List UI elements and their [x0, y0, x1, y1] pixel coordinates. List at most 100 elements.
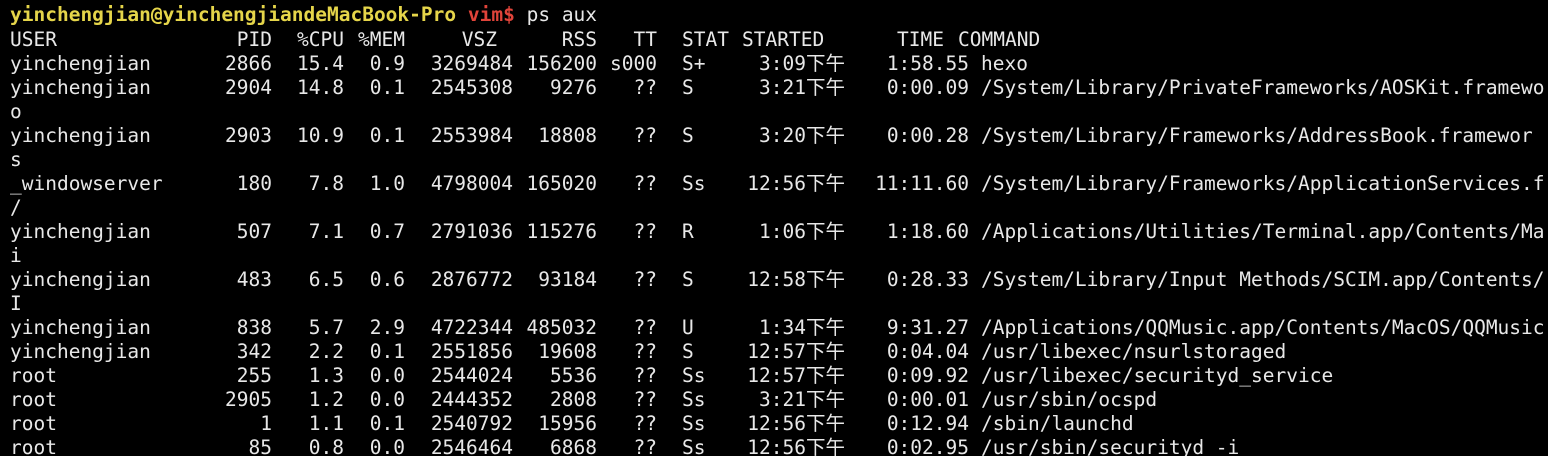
cell-rss: 156200 — [526, 52, 597, 75]
cell-tt: ?? — [633, 316, 657, 339]
cell-rss: 5536 — [550, 364, 597, 387]
cell-stat: Ss — [682, 388, 706, 411]
cell-mem: 0.6 — [369, 268, 405, 291]
cell-stat: Ss — [682, 412, 706, 435]
cell-user: yinchengjian — [10, 52, 151, 75]
cell-pid: 342 — [236, 340, 272, 363]
header-stat: STAT — [682, 28, 729, 51]
cell-pid: 2866 — [225, 52, 272, 75]
cell-time: 0:02.95 — [886, 436, 969, 456]
cell-tt: ?? — [633, 388, 657, 411]
prompt-user-host: yinchengjian@yinchengjiandeMacBook-Pro — [10, 3, 457, 26]
cell-cpu: 1.2 — [308, 388, 344, 411]
cell-stat: S+ — [682, 52, 706, 75]
cell-tt: ?? — [633, 436, 657, 456]
header-rss: RSS — [561, 28, 597, 51]
cell-user: yinchengjian — [10, 124, 151, 147]
cell-command: /usr/libexec/nsurlstoraged — [981, 340, 1287, 363]
cell-cpu: 15.4 — [297, 52, 344, 75]
cell-command: /Applications/QQMusic.app/Contents/MacOS… — [981, 316, 1545, 339]
cell-vsz: 4722344 — [430, 316, 513, 339]
cell-time: 0:00.01 — [886, 388, 969, 411]
cell-user: root — [10, 436, 57, 456]
header-command: COMMAND — [958, 28, 1041, 51]
wrapped-command: I — [10, 292, 22, 315]
cell-time: 0:00.09 — [886, 76, 969, 99]
cell-user: root — [10, 364, 57, 387]
cell-time: 0:00.28 — [886, 124, 969, 147]
cell-pid: 2904 — [225, 76, 272, 99]
cell-mem: 1.0 — [369, 172, 405, 195]
cell-mem: 2.9 — [369, 316, 405, 339]
cell-mem: 0.0 — [369, 364, 405, 387]
cell-mem: 0.1 — [369, 340, 405, 363]
cell-pid: 85 — [248, 436, 272, 456]
prompt-command: ps aux — [526, 3, 598, 26]
wrapped-command: / — [10, 196, 22, 219]
header-pid: PID — [236, 28, 272, 51]
cell-mem: 0.0 — [369, 436, 405, 456]
cell-time: 0:09.92 — [886, 364, 969, 387]
cell-stat: S — [682, 124, 694, 147]
cell-cpu: 1.1 — [308, 412, 344, 435]
cell-cpu: 0.8 — [308, 436, 344, 456]
cell-user: yinchengjian — [10, 268, 151, 291]
header-cpu: %CPU — [297, 28, 344, 51]
cell-command: /System/Library/Frameworks/ApplicationSe… — [981, 172, 1545, 195]
cell-pid: 180 — [236, 172, 272, 195]
cell-started: 3:20下午 — [759, 124, 845, 147]
cell-time: 0:12.94 — [886, 412, 969, 435]
cell-rss: 19608 — [538, 340, 597, 363]
cell-started: 3:09下午 — [759, 52, 845, 75]
cell-started: 12:56下午 — [747, 412, 845, 435]
cell-rss: 485032 — [526, 316, 597, 339]
cell-stat: R — [682, 220, 694, 243]
cell-pid: 2905 — [225, 388, 272, 411]
cell-started: 12:57下午 — [747, 340, 845, 363]
cell-time: 9:31.27 — [886, 316, 969, 339]
cell-stat: Ss — [682, 364, 706, 387]
cell-mem: 0.7 — [369, 220, 405, 243]
cell-tt: ?? — [633, 268, 657, 291]
cell-stat: U — [682, 316, 694, 339]
wrapped-command: o — [10, 100, 22, 123]
cell-started: 12:57下午 — [747, 364, 845, 387]
cell-cpu: 10.9 — [297, 124, 344, 147]
cell-cpu: 7.1 — [308, 220, 344, 243]
cell-pid: 1 — [260, 412, 272, 435]
cell-vsz: 2546464 — [430, 436, 513, 456]
wrapped-command: i — [10, 244, 22, 267]
cell-started: 1:06下午 — [759, 220, 845, 243]
cell-stat: Ss — [682, 436, 706, 456]
cell-tt: ?? — [633, 364, 657, 387]
cell-vsz: 4798004 — [430, 172, 513, 195]
cell-rss: 6868 — [550, 436, 597, 456]
cell-cpu: 5.7 — [308, 316, 344, 339]
cell-started: 1:34下午 — [759, 316, 845, 339]
cell-cpu: 6.5 — [308, 268, 344, 291]
cell-vsz: 2876772 — [430, 268, 513, 291]
cell-pid: 483 — [236, 268, 272, 291]
header-vsz: VSZ — [461, 28, 497, 51]
cell-started: 3:21下午 — [759, 388, 845, 411]
cell-command: /usr/libexec/securityd_service — [981, 364, 1334, 387]
cell-stat: S — [682, 268, 694, 291]
cell-time: 1:18.60 — [886, 220, 969, 243]
header-started: STARTED — [742, 28, 825, 51]
cell-user: _windowserver — [10, 172, 163, 195]
cell-cpu: 1.3 — [308, 364, 344, 387]
cell-rss: 2808 — [550, 388, 597, 411]
cell-cpu: 7.8 — [308, 172, 344, 195]
cell-started: 12:58下午 — [747, 268, 845, 291]
cell-mem: 0.9 — [369, 52, 405, 75]
cell-tt: ?? — [633, 412, 657, 435]
cell-user: root — [10, 412, 57, 435]
cell-time: 0:04.04 — [886, 340, 969, 363]
cell-tt: ?? — [633, 220, 657, 243]
cell-command: /System/Library/PrivateFrameworks/AOSKit… — [981, 76, 1545, 99]
cell-mem: 0.0 — [369, 388, 405, 411]
cell-tt: s000 — [610, 52, 657, 75]
cell-tt: ?? — [633, 172, 657, 195]
header-tt: TT — [633, 28, 657, 51]
